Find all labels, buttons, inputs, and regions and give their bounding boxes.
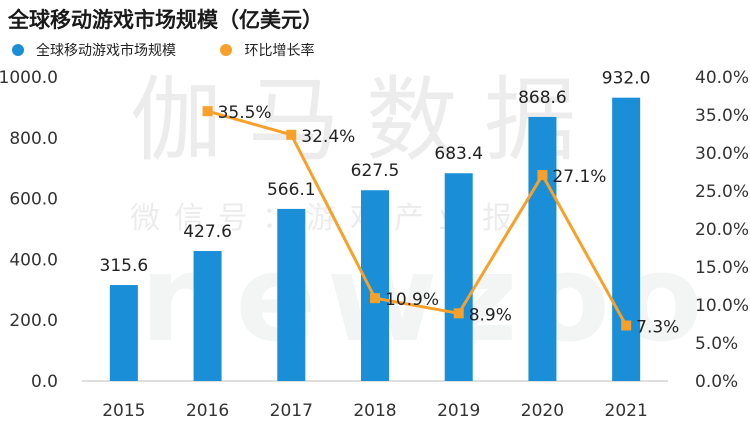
growth-line <box>202 106 632 331</box>
x-tick-label: 2015 <box>102 401 145 421</box>
axes: 0.0 200.0 400.0 600.0 800.0 1000.0 0.0% 5.0% 10.… <box>0 68 749 421</box>
legend: 全球移动游戏市场规模 环比增长率 <box>12 40 354 60</box>
bar-value-label: 683.4 <box>434 144 483 164</box>
y-right-tick-label: 40.0% <box>695 68 749 88</box>
y-right-tick-label: 5.0% <box>695 334 738 354</box>
growth-point <box>202 106 213 117</box>
y-left-tick-label: 0.0 <box>31 372 58 392</box>
bar-value-label: 932.0 <box>602 69 651 89</box>
legend-label-line: 环比增长率 <box>244 43 315 59</box>
chart-title: 全球移动游戏市场规模（亿美元） <box>8 8 323 32</box>
bar <box>528 116 557 381</box>
y-left-tick-label: 800.0 <box>9 129 58 149</box>
y-right-tick-label: 15.0% <box>695 258 749 278</box>
legend-item-line: 环比增长率 <box>220 40 314 60</box>
bar <box>277 208 306 381</box>
legend-swatch-line <box>220 44 233 56</box>
growth-point <box>621 320 632 331</box>
x-tick-label: 2019 <box>437 401 480 421</box>
y-right-tick-label: 10.0% <box>695 296 749 316</box>
x-tick-label: 2021 <box>605 401 648 421</box>
bars <box>109 97 641 381</box>
y-left-tick-label: 1000.0 <box>0 68 58 88</box>
growth-value-label: 7.3% <box>636 318 679 338</box>
growth-value-label: 35.5% <box>218 103 272 123</box>
growth-value-label: 10.9% <box>385 290 439 310</box>
legend-item-bar: 全球移动游戏市场规模 <box>12 40 176 60</box>
y-left-tick-label: 400.0 <box>9 250 58 270</box>
x-tick-label: 2020 <box>521 401 564 421</box>
watermark-subtitle: 微信号：游戏产业报告 <box>130 201 570 236</box>
x-tick-label: 2016 <box>186 401 229 421</box>
bar-value-label: 868.6 <box>518 88 567 108</box>
growth-value-label: 32.4% <box>301 127 355 147</box>
bar-value-label: 627.5 <box>351 161 400 181</box>
x-tick-label: 2018 <box>353 401 396 421</box>
legend-label-bar: 全球移动游戏市场规模 <box>36 43 176 59</box>
y-right-tick-label: 30.0% <box>695 144 749 164</box>
y-left-tick-label: 600.0 <box>9 190 58 210</box>
growth-value-label: 27.1% <box>552 167 606 187</box>
bar-value-label: 315.6 <box>100 256 149 276</box>
growth-point <box>453 308 464 319</box>
data-labels: 315.6 427.6 566.1 627.5 683.4 868.6 932.0 35.5%… <box>100 69 680 338</box>
y-right-tick-label: 25.0% <box>695 182 749 202</box>
bar <box>193 251 222 381</box>
growth-value-label: 8.9% <box>469 305 512 325</box>
y-right-tick-label: 20.0% <box>695 220 749 240</box>
watermark-brand: 伽马数据 <box>130 67 602 174</box>
growth-point <box>286 129 297 140</box>
y-right-tick-label: 0.0% <box>695 372 738 392</box>
bar-value-label: 427.6 <box>183 222 232 242</box>
y-left-tick-label: 200.0 <box>9 311 58 331</box>
x-tick-label: 2017 <box>270 401 313 421</box>
watermark-latin: newzoo <box>140 230 712 369</box>
y-right-tick-label: 35.0% <box>695 106 749 126</box>
legend-swatch-bar <box>12 44 24 56</box>
growth-point <box>370 293 380 304</box>
bar-value-label: 566.1 <box>267 180 316 200</box>
bar <box>361 190 389 381</box>
bar <box>109 285 138 381</box>
bar <box>612 97 641 381</box>
watermark: newzoo 伽马数据 微信号：游戏产业报告 <box>130 67 712 369</box>
growth-series-line <box>207 109 628 327</box>
bar <box>444 173 473 381</box>
growth-point <box>537 170 548 181</box>
